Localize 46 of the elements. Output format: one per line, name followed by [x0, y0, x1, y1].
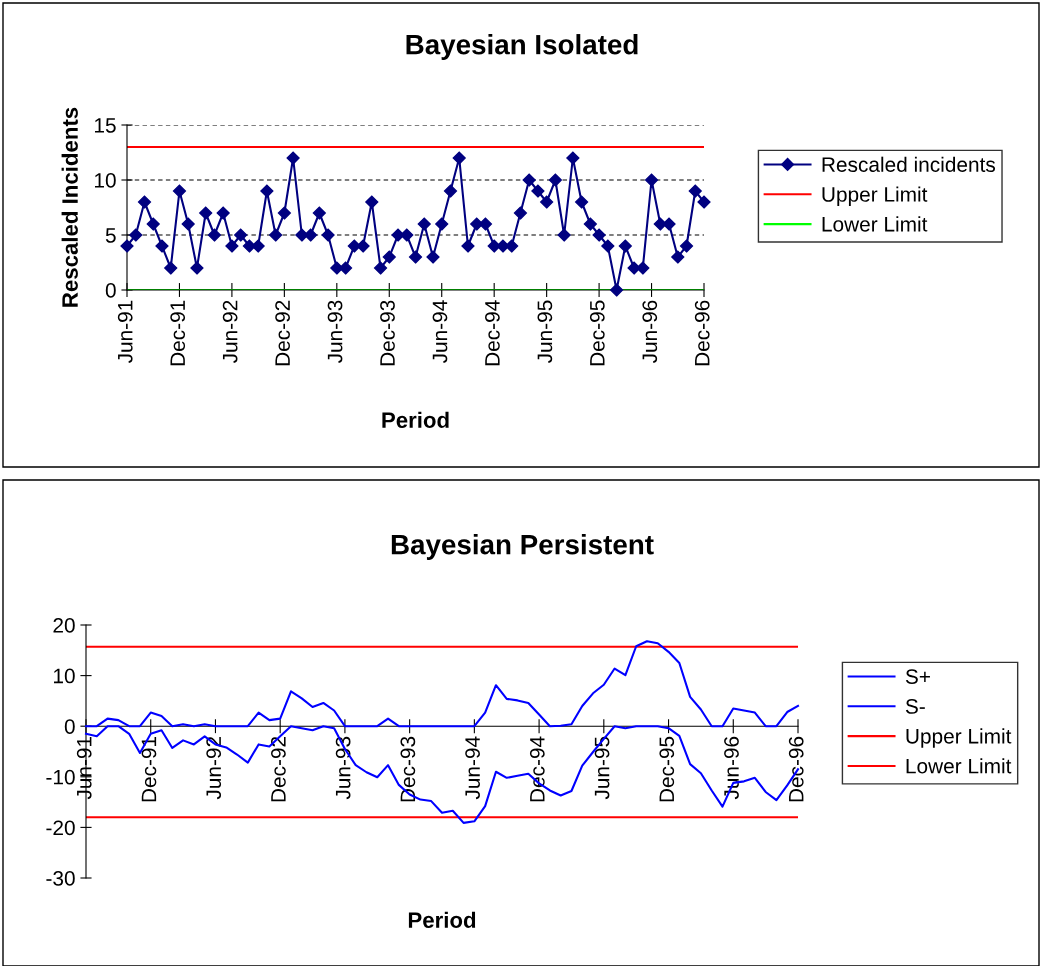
y-tick-label: 20	[53, 618, 75, 633]
x-tick-label: Jun-96	[724, 736, 739, 800]
y-tick-label: 0	[105, 283, 116, 298]
legend-label: Lower Limit	[822, 216, 928, 232]
x-tick-label: Jun-92	[222, 300, 238, 364]
x-tick-label: Dec-92	[271, 736, 286, 802]
legend-label: Rescaled incidents	[822, 156, 996, 172]
y-tick-label: 0	[64, 719, 75, 734]
x-tick-label: Jun-95	[537, 300, 553, 364]
x-tick-label: Dec-93	[380, 300, 395, 366]
x-tick-label: Jun-96	[642, 300, 658, 364]
chart-title: Bayesian Persistent	[391, 534, 654, 560]
x-tick-label: Jun-93	[335, 736, 351, 800]
x-tick-label: Dec-96	[694, 300, 710, 366]
x-tick-label: Dec-94	[485, 300, 500, 366]
x-tick-label: Dec-91	[170, 300, 186, 366]
y-tick-label: 10	[95, 173, 116, 188]
x-tick-label: Jun-92	[206, 736, 222, 800]
y-tick-label: -20	[46, 820, 75, 836]
x-tick-label: Dec-96	[788, 736, 804, 802]
y-tick-label: 15	[95, 118, 116, 133]
y-tick-label: -10	[46, 769, 75, 785]
x-tick-label: Jun-94	[432, 300, 448, 364]
x-tick-label: Dec-95	[589, 300, 605, 366]
x-axis-title: Period	[382, 411, 449, 428]
x-tick-label: Dec-93	[400, 736, 416, 802]
y-tick-label: 5	[105, 228, 116, 243]
legend-label: S+	[905, 669, 930, 684]
x-tick-label: Jun-94	[465, 736, 480, 800]
x-tick-label: Dec-94	[529, 736, 545, 802]
x-tick-label: Jun-91	[76, 736, 92, 800]
legend-label: Lower Limit	[906, 758, 1012, 774]
legend-label: S-	[905, 699, 925, 714]
y-tick-label: 10	[54, 668, 75, 684]
x-tick-label: Jun-95	[594, 736, 610, 800]
legend-label: Upper Limit	[906, 728, 1012, 748]
legend-label: Upper Limit	[822, 186, 928, 206]
x-tick-label: Jun-93	[327, 300, 343, 364]
y-axis-title: Rescaled Incidents	[61, 107, 78, 307]
x-tick-label: Jun-91	[117, 300, 133, 364]
x-tick-label: Dec-92	[275, 300, 290, 366]
x-tick-label: Dec-95	[659, 736, 675, 802]
y-tick-label: -30	[46, 871, 75, 886]
x-axis-title: Period	[408, 911, 476, 928]
x-tick-label: Dec-91	[141, 736, 157, 802]
chart-title: Bayesian Isolated	[406, 34, 638, 60]
